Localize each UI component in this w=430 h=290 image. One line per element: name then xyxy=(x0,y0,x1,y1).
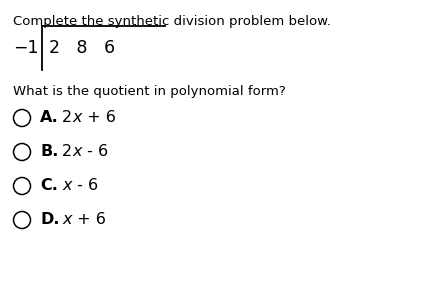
Text: 2: 2 xyxy=(62,144,72,160)
Text: + 6: + 6 xyxy=(71,213,105,227)
Text: A.: A. xyxy=(40,110,58,126)
Text: −1: −1 xyxy=(13,39,38,57)
Text: 2: 2 xyxy=(62,110,72,126)
Text: - 6: - 6 xyxy=(81,144,108,160)
Text: 2   8   6: 2 8 6 xyxy=(49,39,115,57)
Text: B.: B. xyxy=(40,144,58,160)
Text: C.: C. xyxy=(40,179,58,193)
Text: x: x xyxy=(72,144,81,160)
Text: What is the quotient in polynomial form?: What is the quotient in polynomial form? xyxy=(13,85,285,98)
Text: - 6: - 6 xyxy=(71,179,98,193)
Text: x: x xyxy=(72,110,81,126)
Text: + 6: + 6 xyxy=(81,110,115,126)
Text: x: x xyxy=(62,213,71,227)
Text: D.: D. xyxy=(40,213,59,227)
Text: x: x xyxy=(62,179,71,193)
Text: Complete the synthetic division problem below.: Complete the synthetic division problem … xyxy=(13,15,330,28)
